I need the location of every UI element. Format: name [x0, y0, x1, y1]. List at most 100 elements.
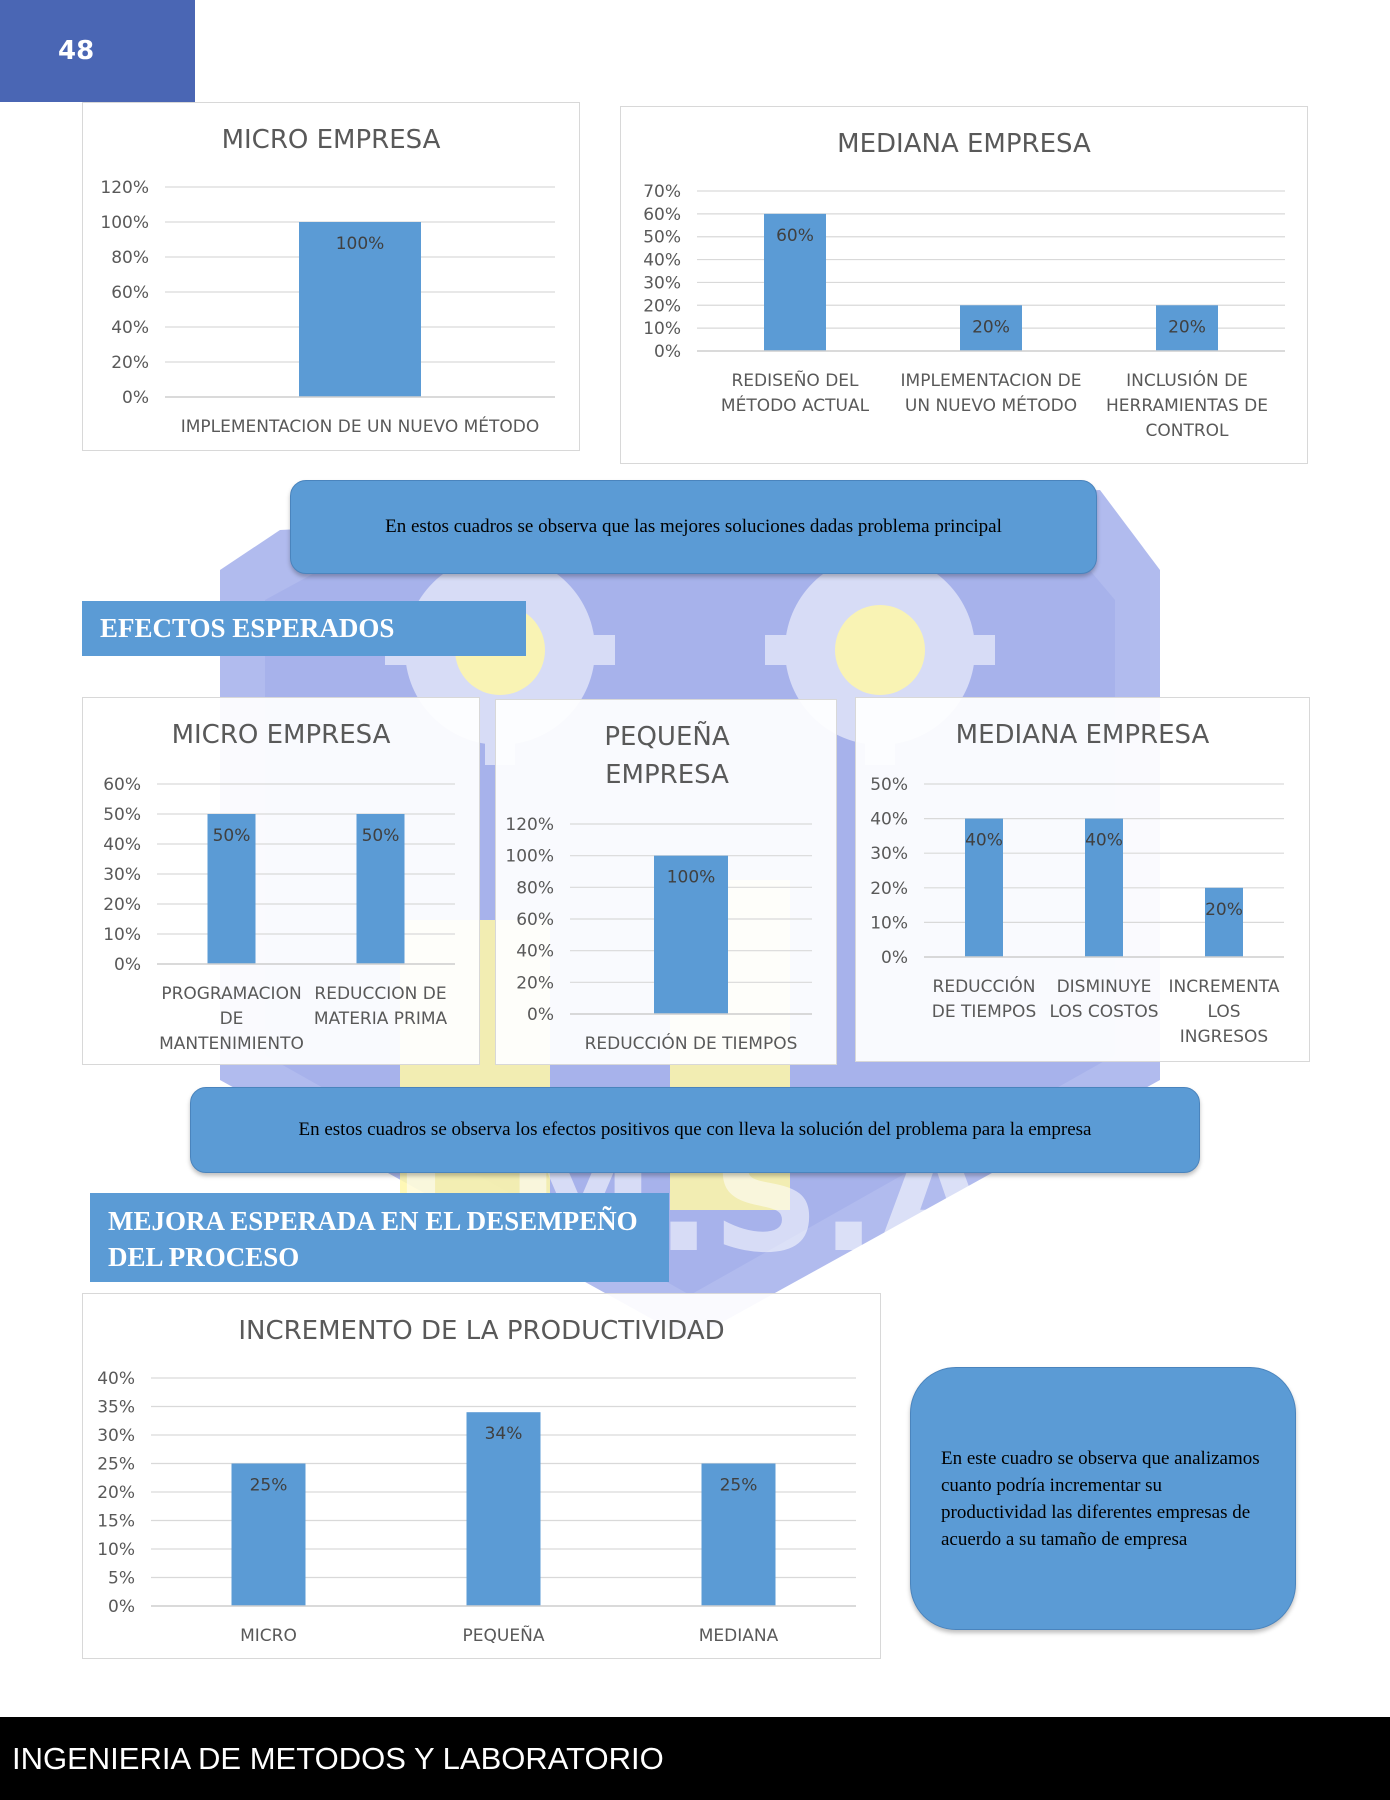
y-tick-label: 0% — [114, 955, 141, 975]
x-category-label-line: INCREMENTA — [1169, 977, 1280, 997]
heading-text: EFECTOS ESPERADOS — [100, 613, 395, 643]
y-tick-label: 50% — [870, 775, 908, 795]
y-tick-label: 5% — [108, 1569, 135, 1589]
data-label: 100% — [667, 868, 716, 888]
y-tick-label: 50% — [643, 228, 681, 248]
chart-title: MICRO EMPRESA — [171, 720, 391, 750]
x-category-label-line: LOS COSTOS — [1049, 1002, 1158, 1022]
chart-svg: 0% 5% 10% 15% 20% 25% 30% 35% 40% 25% MICRO 34% PEQU… — [97, 1369, 856, 1646]
data-label: 20% — [1168, 317, 1206, 337]
x-category-label: MEDIANA — [699, 1626, 779, 1646]
x-category-label-line: UN NUEVO MÉTODO — [905, 394, 1077, 416]
bar — [466, 1412, 541, 1606]
x-category-label-line: INGRESOS — [1180, 1027, 1268, 1047]
x-category-label: DISMINUYE LOS COSTOS — [1049, 977, 1158, 1022]
y-tick-label: 30% — [97, 1426, 135, 1446]
y-tick-label: 20% — [643, 296, 681, 316]
chart-svg: 0% 20% 40% 60% 80% 100% 120% 100% REDUCCIÓN DE T… — [505, 815, 812, 1054]
data-label: 20% — [972, 317, 1010, 337]
x-category-label: IMPLEMENTACION DE UN NUEVO MÉTODO — [181, 415, 540, 437]
y-tick-label: 0% — [881, 948, 908, 968]
x-category-label-line: INCLUSIÓN DE — [1126, 369, 1248, 391]
x-category-label-line: IMPLEMENTACION DE UN NUEVO MÉTODO — [181, 415, 540, 437]
x-category-label-line: REDUCCION DE — [314, 984, 446, 1004]
y-tick-label: 70% — [643, 182, 681, 202]
chart-svg: 0% 20% 40% 60% 80% 100% 120% 100% IMPLEMENTACION… — [100, 178, 555, 437]
heading-text-line2: DEL PROCESO — [108, 1242, 300, 1272]
x-category-label-line: LOS — [1207, 1002, 1240, 1022]
x-category-label-line: DISMINUYE — [1057, 977, 1152, 997]
x-category-label: IMPLEMENTACION DE UN NUEVO MÉTODO — [901, 371, 1082, 416]
y-tick-label: 0% — [527, 1005, 554, 1025]
y-tick-label: 20% — [97, 1483, 135, 1503]
y-tick-label: 20% — [111, 353, 149, 373]
y-tick-label: 35% — [97, 1398, 135, 1418]
y-tick-label: 30% — [103, 865, 141, 885]
x-category-label-line: MATERIA PRIMA — [314, 1009, 448, 1029]
x-category-label-line: IMPLEMENTACION DE — [901, 371, 1082, 391]
y-tick-label: 20% — [103, 895, 141, 915]
y-tick-label: 10% — [97, 1540, 135, 1560]
y-tick-label: 80% — [516, 878, 554, 898]
y-tick-label: 60% — [103, 775, 141, 795]
bar — [1085, 818, 1123, 957]
y-tick-label: 40% — [643, 251, 681, 271]
y-tick-label: 20% — [870, 879, 908, 899]
bar — [965, 818, 1003, 957]
note-productivity: En este cuadro se observa que analizamos… — [910, 1367, 1296, 1630]
x-category-label-line: DE — [220, 1009, 244, 1029]
note-text: En estos cuadros se observa que las mejo… — [385, 516, 1002, 537]
bar — [701, 1463, 776, 1606]
heading-improvement: MEJORA ESPERADA EN EL DESEMPEÑO DEL PROC… — [90, 1193, 669, 1282]
x-category-label-line: CONTROL — [1145, 421, 1229, 441]
x-category-label-line: PEQUEÑA — [463, 1624, 545, 1646]
data-label: 20% — [1205, 900, 1243, 920]
page-number-box: 48 — [0, 0, 195, 102]
y-tick-label: 25% — [97, 1455, 135, 1475]
x-category-label: REDUCCIÓN DE TIEMPOS — [932, 975, 1036, 1022]
y-tick-label: 15% — [97, 1512, 135, 1532]
chart-title: INCREMENTO DE LA PRODUCTIVIDAD — [238, 1316, 725, 1346]
data-label: 40% — [965, 831, 1003, 851]
footer-bar: INGENIERIA DE METODOS Y LABORATORIO — [0, 1717, 1390, 1800]
y-tick-label: 10% — [643, 319, 681, 339]
data-label: 25% — [720, 1476, 758, 1496]
chart-svg: 0% 10% 20% 30% 40% 50% 60% 50% PROGRAMACION DE MAN… — [103, 775, 455, 1054]
x-category-label: PROGRAMACION DE MANTENIMIENTO — [159, 984, 304, 1054]
chart-svg: 0% 10% 20% 30% 40% 50% 40% REDUCCIÓN DE TIEMPOS 4… — [870, 775, 1284, 1047]
y-tick-label: 0% — [122, 388, 149, 408]
x-category-label: REDUCCION DE MATERIA PRIMA — [314, 984, 448, 1029]
x-category-label-line: REDUCCIÓN — [933, 975, 1036, 997]
y-tick-label: 80% — [111, 248, 149, 268]
x-category-label-line: PROGRAMACION — [161, 984, 301, 1004]
chart-svg: 0% 10% 20% 30%40% 50% 60% 70% 60% REDISEÑO DEL MÉ… — [643, 182, 1285, 441]
data-label: 50% — [213, 826, 251, 846]
x-category-label: MICRO — [240, 1626, 297, 1646]
y-tick-label: 120% — [100, 178, 149, 198]
chart-title: MEDIANA EMPRESA — [955, 720, 1210, 750]
chart-title: MICRO EMPRESA — [221, 125, 441, 155]
chart-micro-solutions: MICRO EMPRESA 0% 20% 40% 60% 80% 100% 120% 100%… — [82, 102, 580, 451]
chart-title: MEDIANA EMPRESA — [837, 129, 1091, 159]
x-category-label-line: MÉTODO ACTUAL — [721, 394, 870, 416]
data-label: 60% — [776, 226, 814, 246]
bar — [1156, 305, 1218, 351]
x-category-label-line: HERRAMIENTAS DE — [1106, 396, 1268, 416]
y-tick-label: 10% — [103, 925, 141, 945]
chart-pequena-effects: PEQUEÑA EMPRESA 0% 20% 40% 60% 80% 100% 120% 10… — [495, 699, 837, 1065]
y-tick-label: 0% — [654, 342, 681, 362]
chart-mediana-effects: MEDIANA EMPRESA 0% 10% 20% 30% 40% 50% 40% REDU… — [855, 697, 1310, 1062]
y-tick-label: 60% — [516, 910, 554, 930]
note-solutions: En estos cuadros se observa que las mejo… — [290, 480, 1097, 574]
bar — [1205, 887, 1243, 957]
x-category-label-line: REDUCCIÓN DE TIEMPOS — [585, 1032, 798, 1054]
x-category-label: PEQUEÑA — [463, 1624, 545, 1646]
data-label: 25% — [250, 1476, 288, 1496]
y-tick-label: 100% — [505, 847, 554, 867]
x-category-label: INCREMENTA LOS INGRESOS — [1169, 977, 1280, 1047]
data-label: 50% — [362, 826, 400, 846]
chart-productivity: INCREMENTO DE LA PRODUCTIVIDAD 0% 5% 10% 15… — [82, 1293, 881, 1659]
y-tick-label: 100% — [100, 213, 149, 233]
x-category-label: INCLUSIÓN DE HERRAMIENTAS DE CONTROL — [1106, 369, 1268, 441]
x-category-label-line: MEDIANA — [699, 1626, 779, 1646]
